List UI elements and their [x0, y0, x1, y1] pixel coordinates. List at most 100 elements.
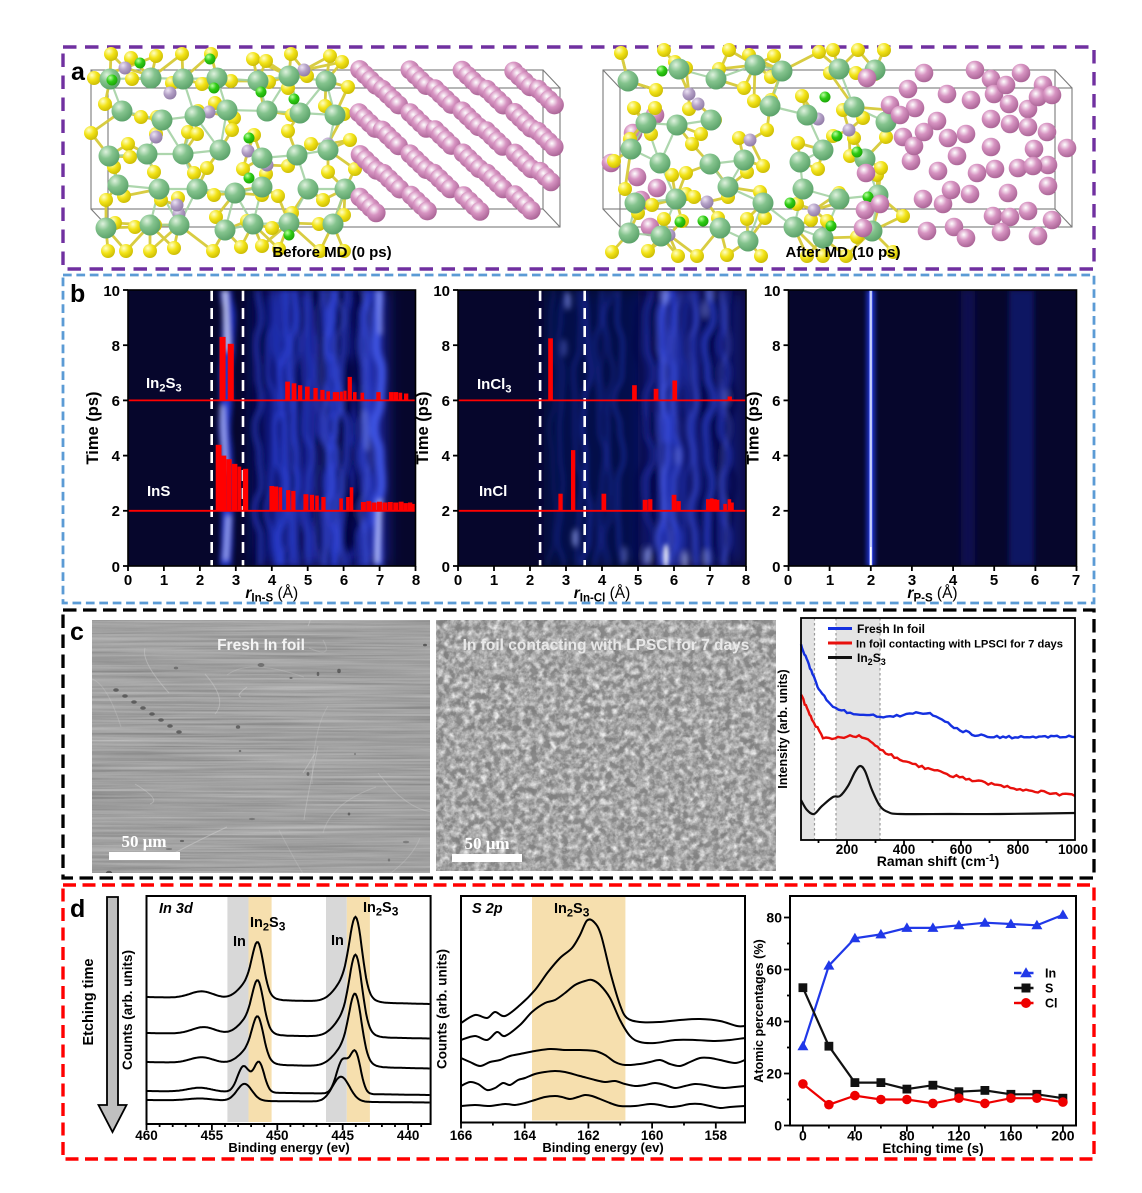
svg-text:50 μm: 50 μm	[121, 832, 166, 851]
svg-text:In foil contacting with LPSCl: In foil contacting with LPSCl for 7 days	[856, 639, 1063, 651]
svg-text:80: 80	[899, 1128, 915, 1144]
svg-text:0: 0	[772, 559, 780, 576]
svg-text:4: 4	[949, 572, 958, 589]
svg-text:Time (ps): Time (ps)	[414, 391, 432, 464]
svg-text:After MD (10 ps): After MD (10 ps)	[785, 244, 900, 261]
svg-text:800: 800	[1007, 842, 1030, 857]
svg-text:In 3d: In 3d	[159, 901, 194, 917]
svg-text:5: 5	[634, 572, 642, 589]
svg-text:0: 0	[784, 572, 792, 589]
svg-text:1: 1	[160, 572, 168, 589]
svg-text:4: 4	[112, 448, 121, 465]
svg-text:200: 200	[1051, 1128, 1075, 1144]
svg-text:8: 8	[772, 338, 780, 355]
svg-text:rIn-S (Å): rIn-S (Å)	[245, 585, 298, 605]
svg-text:20: 20	[766, 1066, 782, 1082]
svg-text:445: 445	[331, 1128, 354, 1143]
svg-text:S 2p: S 2p	[472, 901, 503, 917]
svg-text:rP-S (Å): rP-S (Å)	[907, 585, 957, 605]
svg-text:Binding energy (ev): Binding energy (ev)	[228, 1140, 349, 1155]
svg-text:6: 6	[442, 393, 450, 410]
svg-text:2: 2	[772, 503, 780, 520]
svg-text:In2S3: In2S3	[554, 901, 590, 920]
svg-text:3: 3	[232, 572, 240, 589]
svg-text:5: 5	[990, 572, 998, 589]
svg-text:8: 8	[412, 572, 420, 589]
svg-text:120: 120	[947, 1128, 971, 1144]
svg-text:6: 6	[772, 393, 780, 410]
svg-text:164: 164	[513, 1128, 536, 1143]
svg-text:1: 1	[826, 572, 834, 589]
svg-text:460: 460	[135, 1128, 158, 1143]
svg-text:8: 8	[112, 338, 120, 355]
svg-text:200: 200	[836, 842, 859, 857]
svg-text:2: 2	[526, 572, 534, 589]
svg-text:2: 2	[112, 503, 120, 520]
svg-text:7: 7	[1072, 572, 1080, 589]
svg-text:1: 1	[490, 572, 498, 589]
svg-text:Cl: Cl	[1045, 997, 1058, 1011]
svg-text:In: In	[1045, 967, 1056, 981]
svg-text:50 μm: 50 μm	[464, 834, 509, 853]
svg-text:In foil contacting with LPSCl: In foil contacting with LPSCl for 7 days	[463, 637, 750, 654]
svg-text:40: 40	[847, 1128, 863, 1144]
svg-text:Before MD (0 ps): Before MD (0 ps)	[272, 244, 391, 261]
svg-text:2: 2	[442, 503, 450, 520]
svg-text:6: 6	[340, 572, 348, 589]
svg-text:4: 4	[442, 448, 451, 465]
svg-text:0: 0	[774, 1118, 782, 1134]
svg-text:6: 6	[112, 393, 120, 410]
svg-text:80: 80	[766, 910, 782, 926]
svg-text:5: 5	[304, 572, 312, 589]
svg-text:440: 440	[397, 1128, 420, 1143]
svg-text:Atomic percentages (%): Atomic percentages (%)	[752, 939, 766, 1082]
svg-text:Time (ps): Time (ps)	[84, 391, 102, 464]
svg-text:0: 0	[112, 559, 120, 576]
svg-text:160: 160	[641, 1128, 664, 1143]
svg-text:Fresh In foil: Fresh In foil	[857, 622, 925, 636]
svg-text:1000: 1000	[1058, 842, 1088, 857]
svg-text:2: 2	[196, 572, 204, 589]
svg-text:Binding energy (ev): Binding energy (ev)	[542, 1140, 663, 1155]
svg-text:10: 10	[433, 283, 450, 300]
svg-text:InCl: InCl	[479, 483, 507, 500]
svg-text:160: 160	[999, 1128, 1023, 1144]
svg-text:InS: InS	[147, 483, 170, 500]
svg-text:10: 10	[764, 283, 781, 300]
svg-text:3: 3	[908, 572, 916, 589]
svg-text:162: 162	[577, 1128, 600, 1143]
svg-text:8: 8	[442, 338, 450, 355]
svg-text:In2S3: In2S3	[250, 915, 286, 934]
svg-text:Raman shift (cm-1): Raman shift (cm-1)	[877, 853, 1000, 869]
svg-text:d: d	[70, 895, 85, 923]
svg-text:166: 166	[450, 1128, 473, 1143]
svg-text:450: 450	[266, 1128, 289, 1143]
svg-text:4: 4	[598, 572, 607, 589]
svg-text:10: 10	[103, 283, 120, 300]
svg-text:600: 600	[950, 842, 973, 857]
svg-text:a: a	[71, 58, 86, 86]
svg-text:2: 2	[867, 572, 875, 589]
svg-text:b: b	[70, 280, 85, 308]
svg-text:6: 6	[1031, 572, 1039, 589]
svg-text:0: 0	[454, 572, 462, 589]
svg-text:In2S3: In2S3	[857, 651, 886, 667]
svg-text:0: 0	[442, 559, 450, 576]
svg-text:In2S3: In2S3	[146, 375, 182, 395]
svg-text:4: 4	[268, 572, 277, 589]
svg-text:4: 4	[772, 448, 781, 465]
svg-text:In: In	[331, 933, 344, 949]
svg-text:400: 400	[893, 842, 916, 857]
svg-text:In: In	[233, 934, 246, 950]
svg-text:7: 7	[706, 572, 714, 589]
svg-text:0: 0	[124, 572, 132, 589]
svg-text:Etching time: Etching time	[81, 958, 97, 1045]
svg-text:455: 455	[201, 1128, 224, 1143]
svg-text:0: 0	[799, 1128, 807, 1144]
svg-text:60: 60	[766, 962, 782, 978]
svg-text:158: 158	[705, 1128, 728, 1143]
svg-text:Counts (arb. units): Counts (arb. units)	[120, 950, 135, 1070]
svg-text:7: 7	[376, 572, 384, 589]
svg-text:c: c	[70, 618, 84, 646]
svg-text:rIn-Cl (Å): rIn-Cl (Å)	[574, 585, 631, 605]
